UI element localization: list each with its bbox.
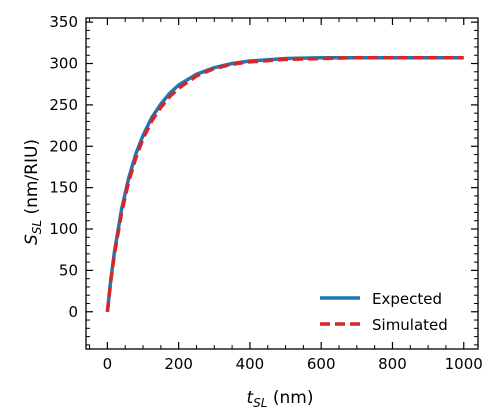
x-axis-label-sub: SL — [253, 396, 267, 410]
series-layer — [105, 55, 464, 312]
axes-frame — [85, 17, 479, 350]
x-axis-label: tSL (nm) — [247, 388, 314, 410]
legend-label-expected: Expected — [372, 290, 442, 308]
x-tick-label: 800 — [378, 355, 407, 373]
y-tick-label: 300 — [49, 55, 78, 73]
y-axis-label: SSL (nm/RIU) — [22, 139, 44, 245]
y-axis-label-sub: SL — [30, 220, 44, 234]
y-axis-label-main: S — [22, 234, 42, 245]
ticks-layer: 0 200 400 600 800 1000 0 50 100 150 200 250 300 350 — [49, 13, 482, 373]
y-tick-label: 0 — [68, 303, 78, 321]
legend: Expected Simulated — [320, 290, 448, 334]
y-tick-label: 50 — [59, 261, 78, 279]
y-tick-label: 200 — [49, 137, 78, 155]
y-tick-label: 100 — [49, 220, 78, 238]
x-tick-label: 400 — [236, 355, 265, 373]
y-axis-label-unit: (nm/RIU) — [22, 139, 42, 220]
legend-label-simulated: Simulated — [372, 316, 448, 334]
y-tick-label: 350 — [49, 13, 78, 31]
x-tick-label: 600 — [307, 355, 336, 373]
y-tick-label: 250 — [49, 96, 78, 114]
x-tick-label: 200 — [164, 355, 193, 373]
x-axis-label-unit: (nm) — [267, 388, 313, 408]
series-line-simulated — [105, 55, 464, 312]
x-tick-label: 1000 — [445, 355, 483, 373]
x-axis-label-main: t — [247, 388, 255, 408]
y-tick-label: 150 — [49, 179, 78, 197]
x-tick-label: 0 — [103, 355, 113, 373]
